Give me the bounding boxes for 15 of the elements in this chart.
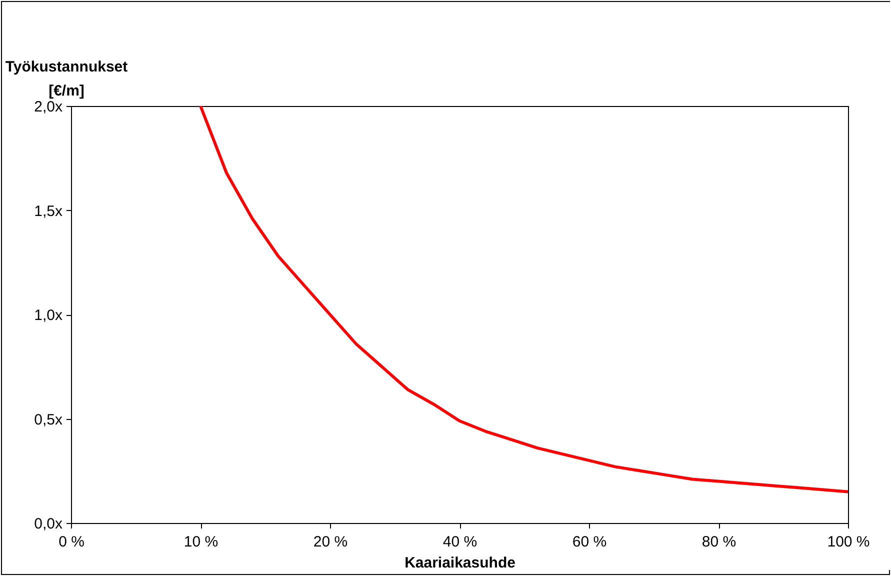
x-tick-label: 40 % — [442, 534, 478, 550]
x-tick-label: 100 % — [827, 534, 870, 550]
x-tick-label: 0 % — [58, 534, 84, 550]
x-axis-title: Kaariaikasuhde — [404, 554, 516, 572]
y-tick-label: 0,5x — [34, 411, 63, 428]
x-tick-label: 10 % — [184, 534, 218, 550]
y-tick-label: 1,5x — [34, 202, 63, 220]
y-axis-title: Työkustannukset [€/m] — [5, 58, 128, 100]
x-tick-label: 20 % — [313, 534, 348, 550]
y-tick-label: 1,0x — [34, 307, 63, 324]
line-series — [199, 106, 848, 494]
x-tick-label: 80 % — [702, 534, 736, 550]
y-tick-label: 2,0x — [34, 98, 63, 116]
x-tick-label: 60 % — [572, 534, 607, 550]
y-tick-label: 0,0x — [34, 516, 63, 532]
